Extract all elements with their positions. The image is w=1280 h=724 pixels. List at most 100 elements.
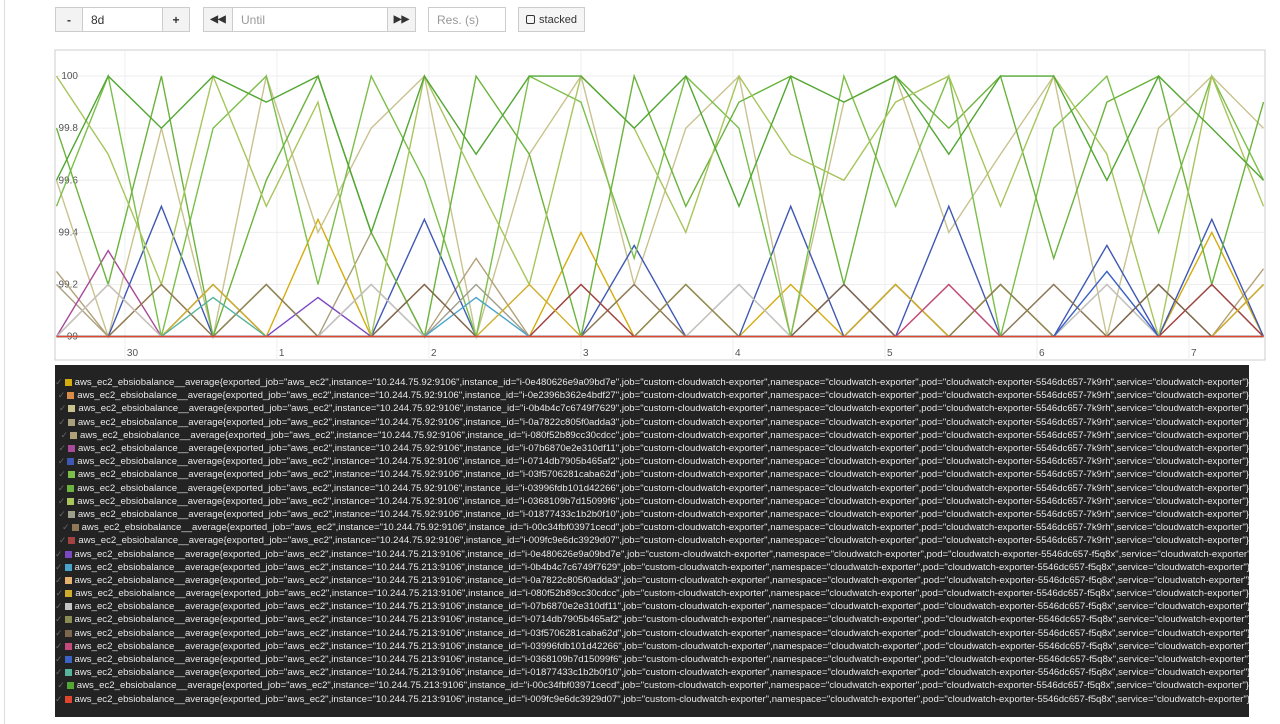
legend-swatch [64,550,72,558]
legend-label: aws_ec2_ebsiobalance__average{exported_j… [74,654,1249,666]
range-decrease[interactable]: - [55,7,83,32]
legend-swatch [67,471,75,479]
legend-entry[interactable]: ✓ aws_ec2_ebsiobalance__average{exported_… [55,574,1249,587]
resolution-input[interactable]: Res. (s) [428,7,506,32]
legend-entry[interactable]: ✓ aws_ec2_ebsiobalance__average{exported_… [55,402,1249,415]
legend-entry[interactable]: ✓ aws_ec2_ebsiobalance__average{exported_… [55,416,1249,429]
legend-label: aws_ec2_ebsiobalance__average{exported_j… [77,508,1249,520]
legend-entry[interactable]: ✓ aws_ec2_ebsiobalance__average{exported_… [55,442,1249,455]
legend-label: aws_ec2_ebsiobalance__average{exported_j… [74,640,1249,652]
legend-swatch [67,418,75,426]
legend-entry[interactable]: ✓ aws_ec2_ebsiobalance__average{exported_… [55,455,1249,468]
series-line [55,73,1265,340]
legend-label: aws_ec2_ebsiobalance__average{exported_j… [74,693,1249,705]
legend-label: aws_ec2_ebsiobalance__average{exported_j… [78,443,1249,455]
legend-entry[interactable]: ✓ aws_ec2_ebsiobalance__average{exported_… [55,521,1249,534]
legend-swatch [67,497,75,505]
legend-check: ✓ [57,482,66,493]
legend-swatch [64,669,72,677]
legend-check: ✓ [58,416,66,427]
legend-entry[interactable]: ✓ aws_ec2_ebsiobalance__average{exported_… [55,468,1249,481]
stacked-button[interactable]: stacked [518,7,585,32]
legend-entry[interactable]: ✓ aws_ec2_ebsiobalance__average{exported_… [55,482,1249,495]
legend-entry[interactable]: ✓ aws_ec2_ebsiobalance__average{exported_… [55,627,1249,640]
legend-check: ✓ [58,443,66,454]
legend-check: ✓ [57,680,65,691]
back-button[interactable]: ◀◀ [203,7,233,32]
legend-label: aws_ec2_ebsiobalance__average{exported_j… [74,627,1249,639]
y-tick-label: 100 [61,71,78,82]
legend-swatch [67,458,75,466]
legend-label: aws_ec2_ebsiobalance__average{exported_j… [77,495,1249,507]
legend-check: ✓ [58,469,66,480]
legend-label: aws_ec2_ebsiobalance__average{exported_j… [79,429,1249,441]
legend-check: ✓ [55,561,63,572]
range-input[interactable]: 8d [82,7,163,32]
legend-swatch [67,484,75,492]
legend-entry[interactable]: ✓ aws_ec2_ebsiobalance__average{exported_… [55,666,1249,679]
legend-label: aws_ec2_ebsiobalance__average{exported_j… [78,403,1249,415]
legend-entry[interactable]: ✓ aws_ec2_ebsiobalance__average{exported_… [55,679,1249,692]
y-tick-label: 99.8 [59,123,79,134]
legend-entry[interactable]: ✓ aws_ec2_ebsiobalance__average{exported_… [55,508,1249,521]
legend-swatch [64,695,72,703]
forward-button[interactable]: ▶▶ [387,7,416,32]
legend-label: aws_ec2_ebsiobalance__average{exported_j… [76,680,1249,692]
until-input[interactable]: Until [232,7,388,32]
legend-swatch [64,379,72,387]
legend-label: aws_ec2_ebsiobalance__average{exported_j… [74,667,1249,679]
range-increase[interactable]: + [162,7,190,32]
legend-entry[interactable]: ✓ aws_ec2_ebsiobalance__average{exported_… [55,534,1249,547]
legend-check: ✓ [55,377,63,388]
legend-entry[interactable]: ✓ aws_ec2_ebsiobalance__average{exported_… [55,653,1249,666]
x-tick-label: 7 [1191,348,1197,359]
legend-entry[interactable]: ✓ aws_ec2_ebsiobalance__average{exported_… [55,389,1249,402]
legend-check: ✓ [55,614,63,625]
legend-swatch [64,642,72,650]
legend-entry[interactable]: ✓ aws_ec2_ebsiobalance__average{exported_… [55,561,1249,574]
legend-swatch [69,431,77,439]
legend-label: aws_ec2_ebsiobalance__average{exported_j… [74,614,1249,626]
legend-check: ✓ [57,456,66,467]
legend-check: ✓ [55,654,63,665]
legend-label: aws_ec2_ebsiobalance__average{exported_j… [74,574,1249,586]
legend-check: ✓ [55,627,63,638]
legend-entry[interactable]: ✓ aws_ec2_ebsiobalance__average{exported_… [55,587,1249,600]
legend-check: ✓ [57,495,66,506]
legend-check: ✓ [58,403,67,414]
x-tick-label: 30 [127,348,139,359]
legend-check: ✓ [57,390,66,401]
legend-entry[interactable]: ✓ aws_ec2_ebsiobalance__average{exported_… [55,429,1249,442]
legend-entry[interactable]: ✓ aws_ec2_ebsiobalance__average{exported_… [55,693,1249,706]
legend-swatch [65,590,73,598]
y-tick-label: 99.6 [59,175,79,186]
legend-check: ✓ [58,535,67,546]
legend-label: aws_ec2_ebsiobalance__average{exported_j… [81,522,1249,534]
page-border [4,0,5,724]
x-tick-label: 1 [279,348,285,359]
legend-check: ✓ [55,601,63,612]
stacked-icon [526,15,536,24]
legend-entry[interactable]: ✓ aws_ec2_ebsiobalance__average{exported_… [55,640,1249,653]
legend-swatch [66,682,74,690]
x-tick-label: 3 [583,348,589,359]
legend-entry[interactable]: ✓ aws_ec2_ebsiobalance__average{exported_… [55,600,1249,613]
legend-check: ✓ [55,640,63,651]
legend-check: ✓ [55,667,63,678]
legend-check: ✓ [55,693,63,704]
legend-entry[interactable]: ✓ aws_ec2_ebsiobalance__average{exported_… [55,547,1249,560]
legend-swatch [68,537,76,545]
legend-swatch [64,616,72,624]
legend-check: ✓ [55,548,63,559]
stacked-label: stacked [539,13,577,26]
legend-swatch [64,656,72,664]
legend-check: ✓ [55,574,63,585]
x-tick-label: 5 [887,348,893,359]
legend-swatch [68,405,76,413]
legend-label: aws_ec2_ebsiobalance__average{exported_j… [77,390,1249,402]
legend-entry[interactable]: ✓ aws_ec2_ebsiobalance__average{exported_… [55,495,1249,508]
legend-entry[interactable]: ✓ aws_ec2_ebsiobalance__average{exported_… [55,613,1249,626]
y-tick-label: 99.4 [59,227,79,238]
legend-entry[interactable]: ✓ aws_ec2_ebsiobalance__average{exported_… [55,376,1249,389]
